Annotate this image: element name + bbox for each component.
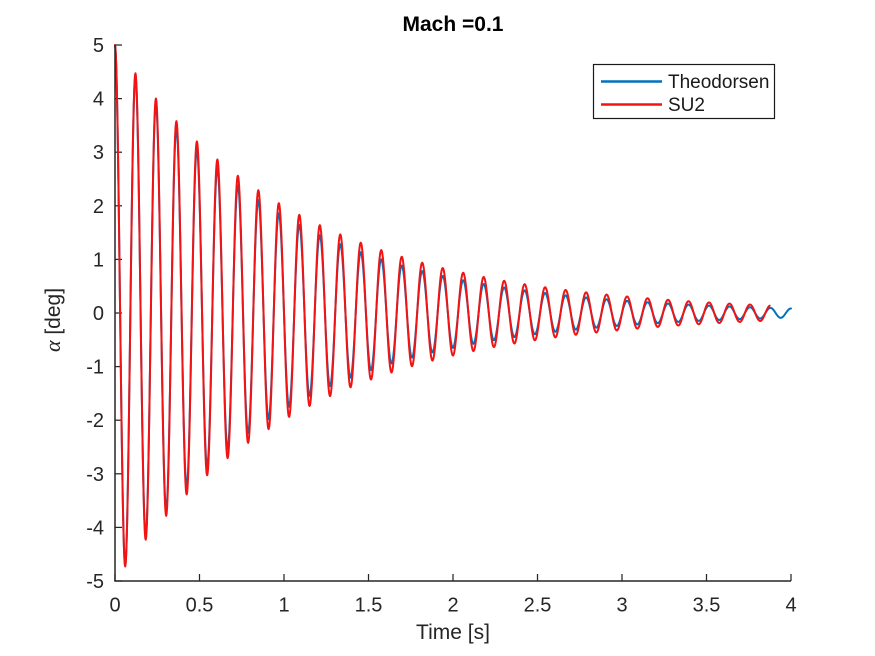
legend-item-su2: SU2 bbox=[601, 95, 705, 116]
y-tick-label: 3 bbox=[93, 142, 104, 164]
y-axis-label: α [deg] bbox=[40, 288, 65, 352]
series-line-theodorsen bbox=[114, 44, 792, 566]
x-tick-label: 3 bbox=[616, 595, 627, 617]
y-tick-label: -2 bbox=[86, 410, 104, 432]
x-tick-label: 1 bbox=[278, 595, 289, 617]
x-tick-label: 0 bbox=[109, 595, 120, 617]
legend-label-theodorsen: Theodorsen bbox=[668, 72, 769, 93]
y-tick-label: -4 bbox=[86, 517, 104, 539]
x-tick-label: 2 bbox=[447, 595, 458, 617]
y-axis-units: [deg] bbox=[42, 288, 65, 341]
alpha-symbol: α bbox=[40, 340, 65, 352]
y-tick-label: -1 bbox=[86, 357, 104, 379]
legend: Theodorsen SU2 bbox=[592, 63, 776, 120]
y-tick-label: 4 bbox=[93, 89, 104, 111]
x-axis-ticks: 0 0.5 1 1.5 2 2.5 3 3.5 4 bbox=[109, 574, 797, 617]
legend-item-theodorsen: Theodorsen bbox=[601, 72, 769, 93]
legend-border bbox=[592, 63, 776, 120]
x-tick-label: 4 bbox=[785, 595, 796, 617]
y-tick-label: 5 bbox=[93, 35, 104, 57]
y-tick-label: -3 bbox=[86, 464, 104, 486]
y-tick-label: 2 bbox=[93, 196, 104, 218]
x-tick-label: 0.5 bbox=[186, 595, 214, 617]
y-tick-label: 1 bbox=[93, 249, 104, 271]
x-axis-label: Time [s] bbox=[416, 621, 490, 644]
plot-area bbox=[115, 45, 791, 581]
series-line-su2 bbox=[114, 44, 771, 568]
y-tick-label: 0 bbox=[93, 303, 104, 325]
x-tick-label: 1.5 bbox=[355, 595, 383, 617]
x-tick-label: 3.5 bbox=[693, 595, 721, 617]
x-tick-label: 2.5 bbox=[524, 595, 552, 617]
y-tick-label: -5 bbox=[86, 571, 104, 593]
legend-label-su2: SU2 bbox=[668, 95, 705, 116]
chart-title: Mach =0.1 bbox=[403, 13, 504, 36]
y-axis-ticks: -5 -4 -3 -2 -1 0 1 2 3 4 5 bbox=[86, 35, 122, 593]
